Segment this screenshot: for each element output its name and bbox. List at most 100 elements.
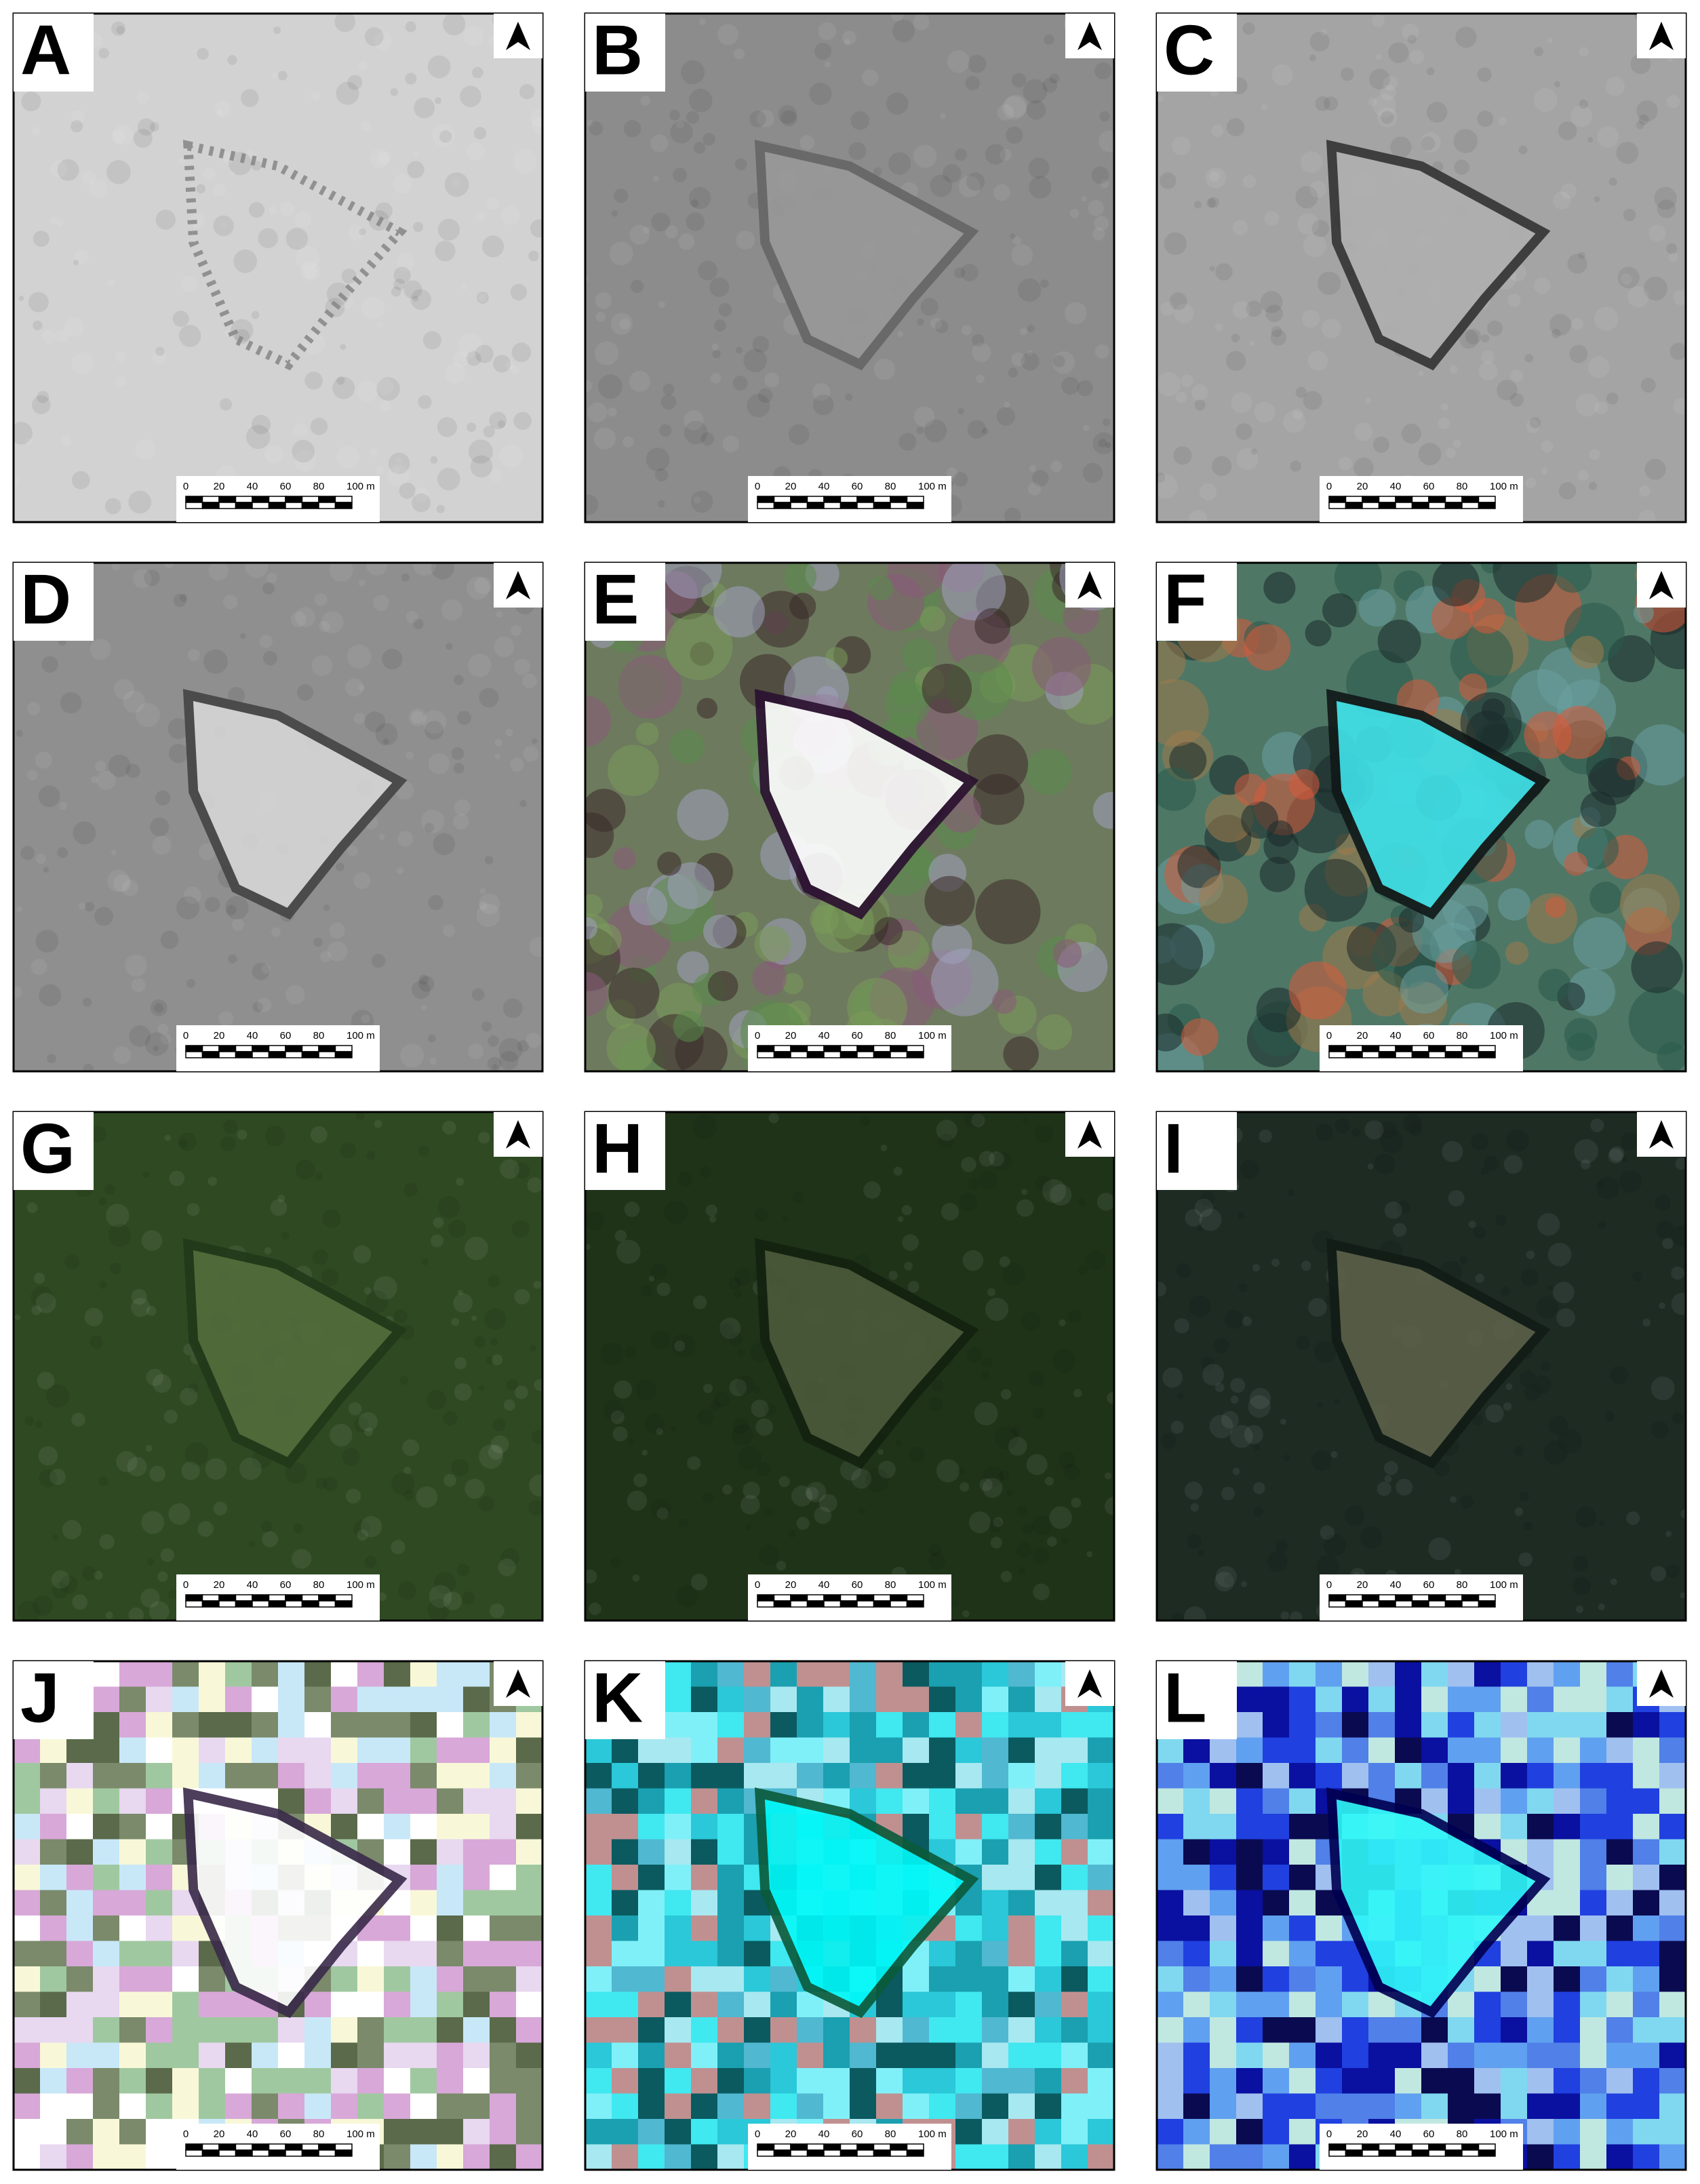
texture [205,896,220,913]
texture [719,1322,734,1338]
texture [226,905,237,915]
scale-segment [318,1045,336,1052]
texture [467,422,476,432]
scale-label: 60 [280,481,292,492]
pixel [199,2068,226,2094]
texture [1236,448,1259,471]
scale-label: 40 [1390,1030,1402,1041]
pixel [1316,1966,1343,1993]
noise-blob [635,722,659,746]
texture [71,1412,85,1427]
pixel [665,2119,692,2145]
noise-blob [924,875,975,927]
scale-segment [318,1051,336,1058]
texture [585,379,592,393]
pixel [1554,2017,1581,2044]
texture [1575,1506,1597,1528]
noise-blob [608,744,659,797]
pixel [1316,2017,1343,2044]
texture [146,1557,155,1566]
pixel [1289,1839,1316,1865]
texture [611,210,618,217]
noise-blob [585,696,612,747]
texture [359,61,368,70]
pixel [717,1686,745,1713]
pixel [744,2068,771,2094]
texture [755,1418,774,1436]
pixel [955,2119,983,2145]
texture [1028,157,1050,179]
texture [435,97,442,104]
pixel [1157,1915,1184,1942]
scale-segment [856,1594,875,1602]
texture [414,487,429,502]
texture [1534,47,1544,56]
pixel [1368,2068,1396,2094]
texture [768,1113,779,1124]
pixel [1501,1814,1528,1840]
pixel [1289,2042,1316,2069]
pixel [1395,1737,1422,1764]
pixel [1633,1814,1660,1840]
texture [347,224,364,241]
texture [37,1372,55,1390]
pixel [437,2017,464,2044]
texture [78,902,86,910]
texture [1642,1318,1651,1327]
pixel [691,1865,718,1891]
texture [74,249,90,265]
texture [1173,446,1192,465]
scale-segment [839,1600,858,1608]
scale-segment [1362,502,1380,509]
texture [958,176,981,198]
pixel [1474,2042,1501,2069]
pixel [691,1788,718,1814]
texture [310,1126,328,1143]
texture [1498,117,1507,126]
texture [1589,449,1600,460]
texture [1232,1467,1240,1475]
texture [1452,439,1461,448]
pixel [638,1941,665,1967]
pixel [437,1763,464,1789]
pixel [638,1737,665,1764]
pixel [516,1788,542,1814]
scale-label: 20 [785,2128,797,2140]
pixel [357,2093,384,2120]
texture [1049,73,1060,84]
texture [1354,422,1373,441]
noise-blob [1589,881,1622,914]
texture [490,1435,509,1454]
texture [1372,14,1385,28]
texture [490,469,502,482]
feature [1326,689,1551,920]
texture [676,1585,698,1608]
texture [57,219,64,227]
texture [778,105,797,124]
pixel [665,1737,692,1764]
texture [14,422,33,445]
texture [1594,401,1608,415]
texture [232,918,245,931]
pixel [1316,1991,1343,2018]
texture [743,349,767,372]
pixel [410,2017,437,2044]
texture [513,658,530,675]
scale-segment [301,496,319,503]
pixel [1527,1839,1554,1865]
pixel [1157,2144,1184,2170]
pixel [585,1737,612,1764]
texture [479,688,499,708]
pixel [437,1839,464,1865]
texture [443,1473,456,1487]
pixel [1633,1788,1660,1814]
texture [42,330,56,344]
scale-segment [318,502,336,509]
scale-segment [1478,2149,1496,2157]
texture [1236,423,1252,440]
pixel [1554,1814,1581,1840]
scale-segment [1461,502,1480,509]
texture [115,351,126,362]
texture [1188,1295,1211,1317]
scale-segment [1428,1051,1446,1058]
